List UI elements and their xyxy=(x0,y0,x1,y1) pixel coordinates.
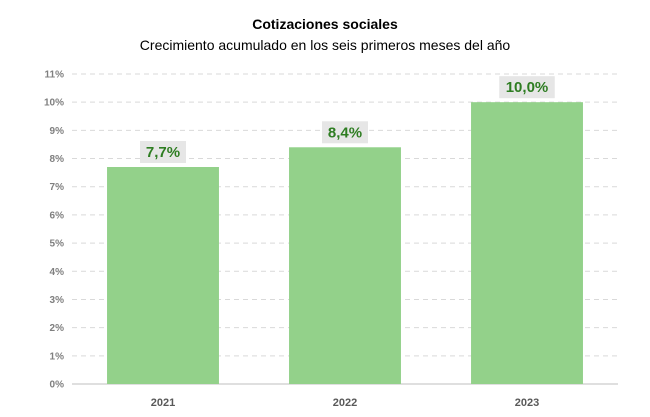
y-tick-label: 6% xyxy=(50,210,65,221)
bars xyxy=(107,102,583,384)
y-tick-label: 11% xyxy=(45,70,65,81)
data-label: 10,0% xyxy=(506,79,549,96)
y-tick-label: 4% xyxy=(50,267,65,278)
y-tick-label: 8% xyxy=(50,154,65,165)
y-tick-label: 1% xyxy=(50,351,65,362)
y-tick-label: 0% xyxy=(50,380,65,391)
data-label-background xyxy=(499,76,555,99)
x-category-label: 2021 xyxy=(151,397,175,409)
x-axis-categories: 2021 2022 2023 xyxy=(151,397,539,409)
data-label-background xyxy=(322,121,368,144)
data-label-background xyxy=(140,141,186,163)
y-axis-ticks: 0% 1% 2% 3% 4% 5% 6% 7% 8% 9% 10% 11% xyxy=(44,70,64,391)
bar xyxy=(289,147,401,384)
data-label: 8,4% xyxy=(328,124,362,141)
bar xyxy=(471,102,583,384)
bar xyxy=(107,167,219,384)
y-tick-label: 2% xyxy=(50,323,65,334)
y-tick-label: 9% xyxy=(50,126,65,137)
x-category-label: 2022 xyxy=(333,397,357,409)
chart-subtitle: Crecimiento acumulado en los seis primer… xyxy=(140,37,511,53)
y-tick-label: 10% xyxy=(44,98,64,109)
y-tick-label: 5% xyxy=(50,239,65,250)
chart-title: Cotizaciones sociales xyxy=(252,16,398,32)
y-tick-label: 7% xyxy=(50,182,65,193)
x-category-label: 2023 xyxy=(515,397,539,409)
y-tick-label: 3% xyxy=(50,295,65,306)
data-label: 7,7% xyxy=(146,144,180,161)
data-labels: 7,7% 8,4% 10,0% xyxy=(140,76,555,163)
